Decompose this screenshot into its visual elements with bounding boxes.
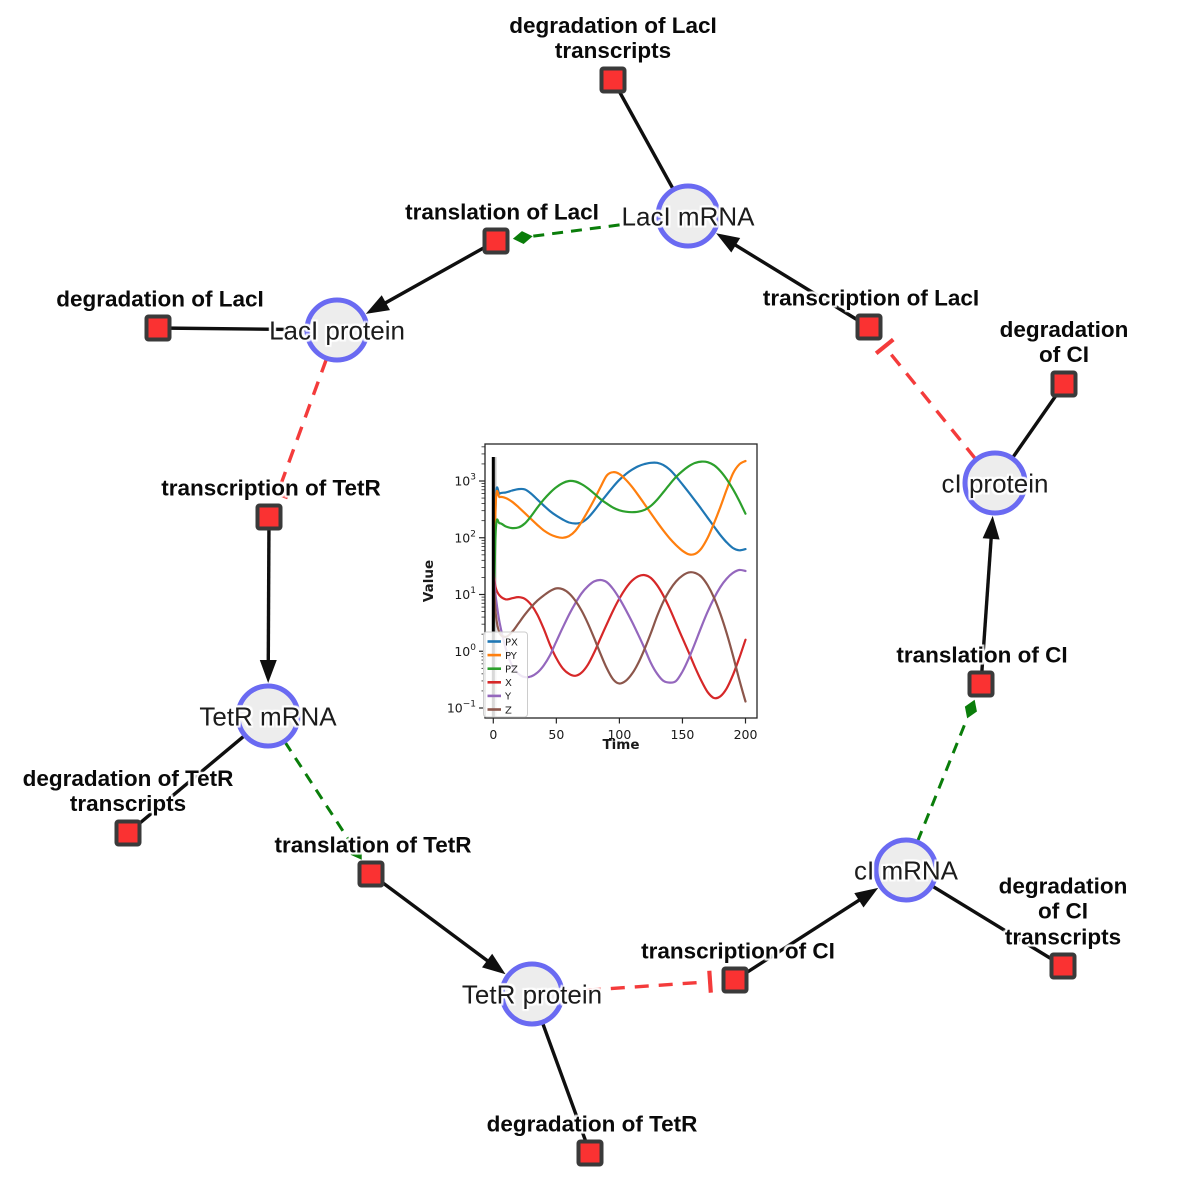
chart-series-pz: [492, 460, 747, 636]
reaction-node-transcr-ci: [721, 966, 749, 994]
species-label-laci-protein: LacI protein: [269, 315, 405, 346]
chart-y-axis-label: Value: [421, 560, 437, 602]
edge-transl-tetr-tetr-protein-arrow: [369, 872, 506, 975]
reaction-label-deg-laci-tx: degradation of LacI transcripts: [509, 13, 717, 64]
reaction-node-transl-laci: [482, 227, 510, 255]
edge-ci-protein-transcr-laci-inhibit: [874, 337, 977, 460]
species-label-tetr-mrna: TetR mRNA: [199, 701, 337, 732]
legend-label-py: PY: [505, 651, 518, 662]
edge-laci-protein-transcr-tetr-inhibit: [266, 358, 329, 500]
reaction-label-deg-tetr-tx: degradation of TetR transcripts: [22, 766, 234, 817]
edge-transl-laci-laci-protein-arrow: [365, 239, 497, 314]
arrowhead-icon: [854, 887, 879, 908]
timeseries-inset-chart: 0 50 100 150 20010−1100101102103TimeValuePXP…: [421, 443, 758, 753]
species-node-tetr-protein: [499, 961, 565, 1027]
reaction-node-deg-ci-tx: [1049, 952, 1077, 980]
arrowhead-icon: [482, 953, 506, 975]
edge-tetr-mrna-transl-tetr-modifier: [283, 741, 362, 860]
reaction-label-transcr-tetr: transcription of TetR: [161, 475, 381, 501]
modifier-diamond-icon: [350, 843, 362, 860]
species-node-laci-mrna: [655, 183, 721, 249]
chart-series-py: [492, 459, 747, 636]
species-label-ci-protein: cI protein: [941, 468, 1049, 499]
chart-x-tick-label: 50: [548, 727, 564, 742]
reaction-node-transcr-laci: [855, 313, 883, 341]
legend-label-px: PX: [505, 637, 518, 648]
reaction-label-transl-laci: translation of LacI: [405, 199, 599, 225]
chart-legend: PX PY PZ XYZ: [483, 631, 528, 718]
chart-axes-box: [484, 443, 758, 719]
inhibition-tbar-icon: [707, 970, 713, 993]
chart-x-axis-label: Time: [602, 737, 639, 753]
chart-x-tick-label: 0: [489, 727, 497, 742]
chart-x-tick-label: 150: [671, 727, 695, 742]
inhibition-tbar-icon: [874, 337, 895, 355]
reaction-label-deg-laci: degradation of LacI: [56, 286, 264, 312]
chart-series-z: [492, 570, 747, 703]
edge-transcr-tetr-tetr-mrna-arrow: [259, 516, 277, 684]
arrowhead-icon: [365, 295, 391, 314]
species-node-ci-mrna: [873, 837, 939, 903]
edge-transcr-laci-laci-mrna-arrow: [716, 233, 870, 329]
modifier-diamond-icon: [512, 231, 533, 244]
reaction-node-transcr-tetr: [255, 503, 283, 531]
reaction-node-deg-tetr-tx: [114, 819, 142, 847]
arrowhead-icon: [716, 233, 741, 253]
arrowhead-icon: [259, 659, 277, 684]
legend-label-x: X: [505, 678, 512, 689]
chart-x-tick-label: 100: [607, 727, 631, 742]
reaction-label-transcr-laci: transcription of LacI: [762, 285, 980, 311]
reaction-node-transl-ci: [967, 670, 995, 698]
species-node-tetr-mrna: [235, 683, 301, 749]
chart-x-tick-label: 200: [734, 727, 758, 742]
reaction-label-deg-ci: degradation of CI: [999, 317, 1129, 368]
species-label-tetr-protein: TetR protein: [461, 979, 603, 1010]
reaction-node-deg-laci: [144, 314, 172, 342]
legend-label-z: Z: [505, 705, 512, 716]
species-node-ci-protein: [962, 450, 1028, 516]
edge-transcr-ci-ci-mrna-arrow: [734, 887, 879, 982]
reaction-label-deg-tetr: degradation of TetR: [486, 1111, 698, 1137]
edge-tetr-protein-transcr-ci-inhibit: [562, 970, 713, 994]
chart-series-y: [492, 568, 747, 684]
reaction-node-deg-tetr: [576, 1139, 604, 1167]
edge-laci-mrna-transl-laci-modifier: [512, 218, 658, 244]
species-node-laci-protein: [304, 297, 370, 363]
arrowhead-icon: [982, 515, 1000, 540]
legend-label-y: Y: [504, 692, 512, 703]
legend-label-pz: PZ: [505, 665, 518, 676]
reaction-label-transl-ci: translation of CI: [896, 642, 1068, 668]
inhibition-tbar-icon: [266, 487, 289, 500]
modifier-diamond-icon: [964, 699, 977, 719]
reaction-node-deg-laci-tx: [599, 66, 627, 94]
reaction-node-transl-tetr: [357, 860, 385, 888]
species-label-ci-mrna: cI mRNA: [854, 855, 958, 886]
reaction-node-deg-ci: [1050, 370, 1078, 398]
reaction-label-deg-ci-tx: degradation of CI transcripts: [998, 873, 1128, 950]
reaction-label-transcr-ci: transcription of CI: [641, 938, 835, 964]
reaction-label-transl-tetr: translation of TetR: [274, 832, 472, 858]
edge-transl-ci-ci-protein-arrow: [979, 515, 1000, 685]
species-label-laci-mrna: LacI mRNA: [621, 201, 755, 232]
chart-series-px: [492, 461, 747, 636]
edge-ci-mrna-transl-ci-modifier: [916, 699, 977, 842]
chart-series-x: [492, 570, 747, 700]
